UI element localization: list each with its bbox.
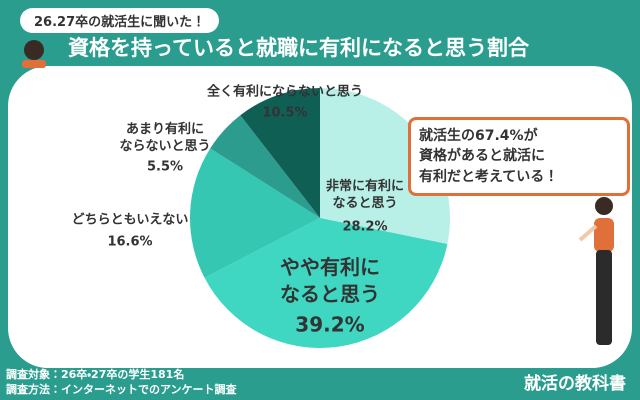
pie-slice <box>210 115 320 218</box>
value-label: 39.2% <box>295 312 365 337</box>
pie-slice <box>320 88 450 244</box>
footnote: 調査方法：インターネットでのアンケート調査 <box>6 383 237 396</box>
pie-slice <box>240 88 320 218</box>
value-label: 10.5% <box>262 105 308 121</box>
pie-slice <box>189 148 320 278</box>
callout: 就活生の67.4%が 資格があると就活に 有利だと考えている！ <box>408 117 630 196</box>
student-icon <box>22 40 46 68</box>
presenter <box>578 197 614 345</box>
subtitle: 26.27卒の就活生に聞いた！ <box>20 8 220 33</box>
value-label: 16.6% <box>107 234 153 250</box>
chart-title: 資格を持っていると就職に有利になると思う割合 <box>68 36 529 60</box>
pie-slice <box>204 218 448 349</box>
footnote: 調査対象：26卒・27卒の学生181名 <box>6 368 185 381</box>
value-label: 28.2% <box>342 219 388 235</box>
slice-label: あまり有利に ならないと思う <box>119 122 211 154</box>
slice-label: やや有利に なると思う <box>280 255 380 306</box>
slice-label: どちらともいえない <box>71 212 189 228</box>
brand-logo: 就活の教科書 <box>524 374 626 394</box>
slice-label: 非常に有利に なると思う <box>325 179 405 211</box>
value-label: 5.5% <box>146 159 184 175</box>
slice-label: 全く有利にならないと思う <box>206 84 364 100</box>
